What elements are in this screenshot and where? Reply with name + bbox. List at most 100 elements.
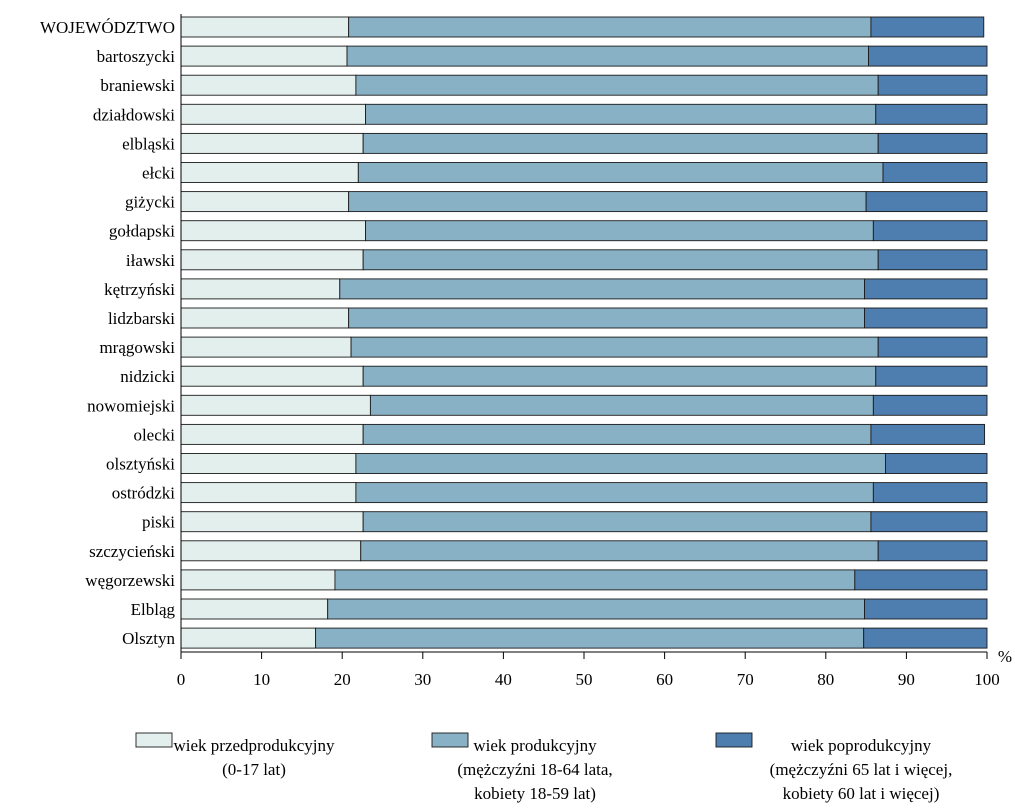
category-label: kętrzyński <box>104 280 175 299</box>
x-tick-label: 70 <box>737 670 754 689</box>
bar-segment-1-2 <box>180 74 357 96</box>
bar-segment-2-5 <box>357 162 884 183</box>
bar-segment-2-15 <box>355 453 886 474</box>
bar-segment-1-6 <box>180 191 350 213</box>
category-label: braniewski <box>100 76 175 95</box>
bar-segment-3-2 <box>877 74 988 96</box>
legend-label-3: (mężczyźni 65 lat i więcej, <box>770 760 953 779</box>
bar-segment-2-2 <box>355 74 879 96</box>
category-label: bartoszycki <box>97 47 176 66</box>
bar-segment-2-17 <box>362 511 872 533</box>
bar-segment-2-13 <box>369 394 874 416</box>
x-tick-label: 20 <box>334 670 351 689</box>
bar-segment-1-11 <box>180 336 352 358</box>
bar-segment-3-4 <box>877 132 988 154</box>
category-label: olsztyński <box>106 455 175 474</box>
bar-segment-2-21 <box>315 627 865 649</box>
bar-segment-3-7 <box>872 220 988 242</box>
bar-segment-1-14 <box>180 423 364 445</box>
bar-segment-1-13 <box>180 394 371 416</box>
bar-segment-2-20 <box>327 598 865 620</box>
legend-label-1: (0-17 lat) <box>222 760 286 779</box>
category-label: mrągowski <box>99 338 175 357</box>
bar-segment-3-3 <box>875 103 988 125</box>
bar-segment-2-10 <box>348 307 865 329</box>
bar-segment-3-13 <box>872 394 988 416</box>
bar-segment-3-6 <box>865 191 988 213</box>
bar-segment-3-12 <box>875 365 988 387</box>
bar-segment-3-16 <box>872 482 988 504</box>
bar-segment-3-18 <box>877 540 988 562</box>
category-labels: WOJEWÓDZTWO bartoszycki braniewski działdow… <box>40 18 176 648</box>
x-tick-label: 10 <box>253 670 270 689</box>
x-tick-label: 40 <box>495 670 512 689</box>
bar-segment-1-9 <box>180 278 341 300</box>
bar-segment-3-5 <box>882 162 988 183</box>
bar-segment-3-17 <box>870 511 988 533</box>
bar-segment-1-21 <box>180 627 317 649</box>
bar-segment-3-11 <box>877 336 988 358</box>
x-tick-label: 50 <box>576 670 593 689</box>
x-tick-label: 0 <box>177 670 186 689</box>
category-label: gołdapski <box>109 222 175 241</box>
bar-segment-3-10 <box>864 307 988 329</box>
x-tick-label: 100 <box>974 670 1000 689</box>
category-label: ełcki <box>142 164 175 183</box>
bar-segment-1-7 <box>180 220 367 242</box>
bar-segment-1-5 <box>180 162 359 183</box>
x-tick-label: 30 <box>414 670 431 689</box>
category-label: iławski <box>126 251 175 270</box>
bar-segment-1-1 <box>180 45 348 67</box>
bar-segment-1-0 <box>180 16 350 38</box>
category-label: nowomiejski <box>87 396 175 415</box>
bar-segment-1-10 <box>180 307 350 329</box>
bar-segment-2-9 <box>339 278 865 300</box>
legend-label-1: wiek przedprodukcyjny <box>174 736 335 755</box>
category-label: WOJEWÓDZTWO <box>40 18 175 37</box>
bar-segment-2-8 <box>362 249 879 271</box>
bar-segment-3-19 <box>854 569 988 591</box>
x-axis: 0 10 20 30 40 50 60 70 80 90 100 <box>177 14 1000 689</box>
category-label: ostródzki <box>112 484 176 503</box>
category-label: Elbląg <box>131 600 176 619</box>
bar-segment-2-19 <box>334 569 856 591</box>
category-label: elbląski <box>122 134 175 153</box>
bar-segment-1-15 <box>180 453 357 474</box>
bar-segment-3-9 <box>864 278 988 300</box>
bar-segment-2-11 <box>350 336 879 358</box>
bar-segment-1-19 <box>180 569 336 591</box>
legend-label-2: (mężczyźni 18-64 lata, <box>457 760 612 779</box>
category-label: lidzbarski <box>108 309 175 328</box>
bar-segment-1-16 <box>180 482 357 504</box>
x-tick-label: 80 <box>817 670 834 689</box>
bars-group <box>180 16 988 649</box>
bar-segment-2-1 <box>346 45 869 67</box>
bar-segment-3-21 <box>863 627 988 649</box>
legend: wiek przedprodukcyjny (0-17 lat) wiek prod… <box>135 732 953 803</box>
bar-segment-2-14 <box>362 423 872 445</box>
category-label: węgorzewski <box>85 571 175 590</box>
bar-segment-1-8 <box>180 249 364 271</box>
legend-swatch-2 <box>431 732 469 748</box>
bar-segment-2-16 <box>355 482 874 504</box>
bar-segment-1-3 <box>180 103 367 125</box>
bar-segment-3-0 <box>870 16 985 38</box>
bar-segment-3-1 <box>868 45 988 67</box>
legend-label-2: kobiety 18-59 lat) <box>474 784 596 803</box>
bar-segment-2-7 <box>365 220 874 242</box>
category-label: giżycki <box>125 193 175 212</box>
bar-segment-1-17 <box>180 511 364 533</box>
legend-swatch-1 <box>135 732 173 748</box>
legend-label-3: wiek poprodukcyjny <box>791 736 932 755</box>
bar-segment-1-18 <box>180 540 362 562</box>
category-label: nidzicki <box>120 367 175 386</box>
category-label: szczycieński <box>89 542 175 561</box>
bar-segment-2-12 <box>362 365 877 387</box>
legend-label-3: kobiety 60 lat i więcej) <box>783 784 940 803</box>
bar-segment-3-8 <box>877 249 988 271</box>
category-label: piski <box>142 513 175 532</box>
bar-segment-2-4 <box>362 132 879 154</box>
bar-segment-1-4 <box>180 132 364 154</box>
bar-segment-1-12 <box>180 365 364 387</box>
